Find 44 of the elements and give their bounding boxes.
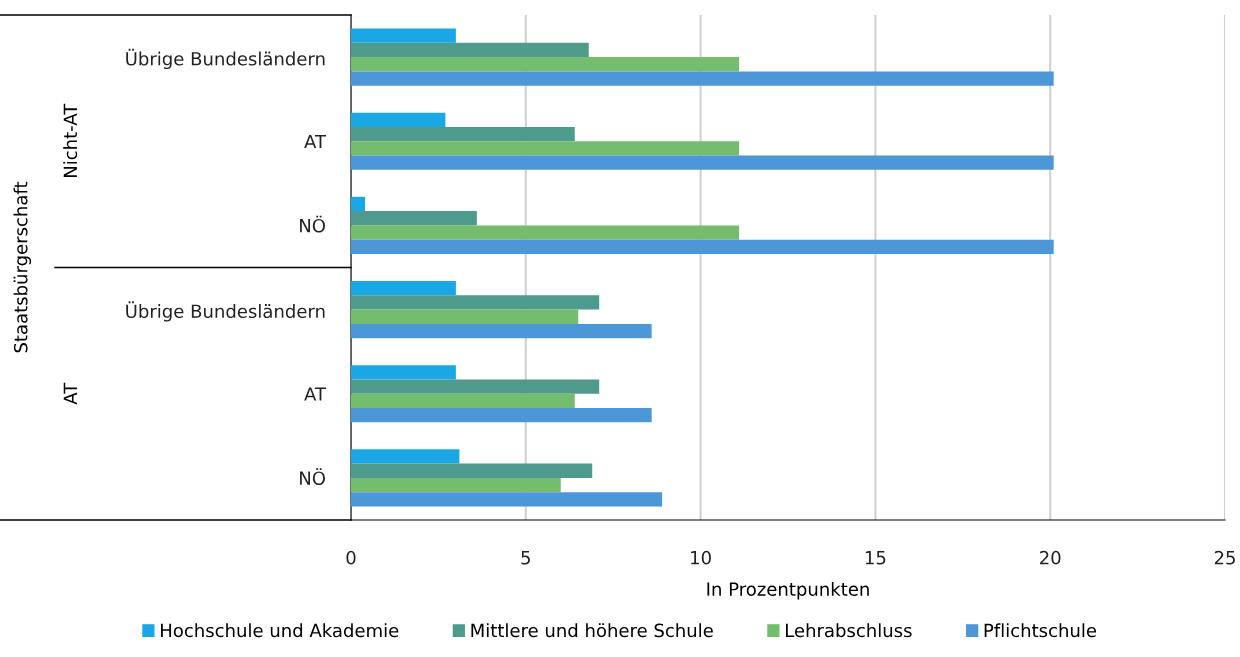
legend-label: Lehrabschluss <box>786 623 912 638</box>
bar <box>351 393 575 409</box>
x-tick-label: 0 <box>346 550 356 565</box>
y-tick-label: NÖ <box>300 215 325 233</box>
bar <box>351 225 740 240</box>
bar <box>351 323 652 339</box>
bar <box>351 280 456 296</box>
bar <box>351 71 1054 86</box>
bar <box>351 295 600 310</box>
bar <box>351 477 561 493</box>
legend-label: Hochschule und Akademie <box>161 623 399 638</box>
bar <box>351 239 1054 255</box>
x-axis-title: In Prozentpunkten <box>707 581 869 600</box>
legend-label: Pflichtschule <box>984 623 1097 638</box>
bar <box>351 42 589 58</box>
y-tick-label: NÖ <box>300 468 325 486</box>
bar <box>351 492 663 507</box>
legend-label: Mittlere und höhere Schule <box>471 623 713 638</box>
bar <box>351 463 593 478</box>
y-tick-label: AT <box>304 387 327 401</box>
text: AT <box>63 382 77 405</box>
bar <box>351 141 740 156</box>
bar <box>351 211 477 226</box>
x-tick-label: 10 <box>691 550 711 565</box>
y-tick-label: Übrige Bundesländern <box>126 48 325 70</box>
bar <box>351 449 460 464</box>
bar <box>351 28 456 43</box>
x-tick-label: 25 <box>1214 550 1235 565</box>
x-tick-label: 15 <box>865 551 886 565</box>
text: Staatsbürgerschaft <box>13 181 32 353</box>
x-tick-label: 5 <box>521 551 530 565</box>
bar <box>351 408 652 423</box>
bar <box>351 309 579 324</box>
bar <box>351 155 1054 170</box>
bar <box>351 379 600 394</box>
text: Nicht-AT <box>63 103 78 178</box>
bar <box>351 196 365 212</box>
y-tick-label: AT <box>304 134 327 149</box>
bar <box>351 365 456 380</box>
x-tick-label: 20 <box>1040 550 1061 565</box>
bar <box>351 112 446 127</box>
bar <box>351 57 740 72</box>
bar <box>351 126 575 142</box>
y-tick-label: Übrige Bundesländern <box>126 301 325 322</box>
